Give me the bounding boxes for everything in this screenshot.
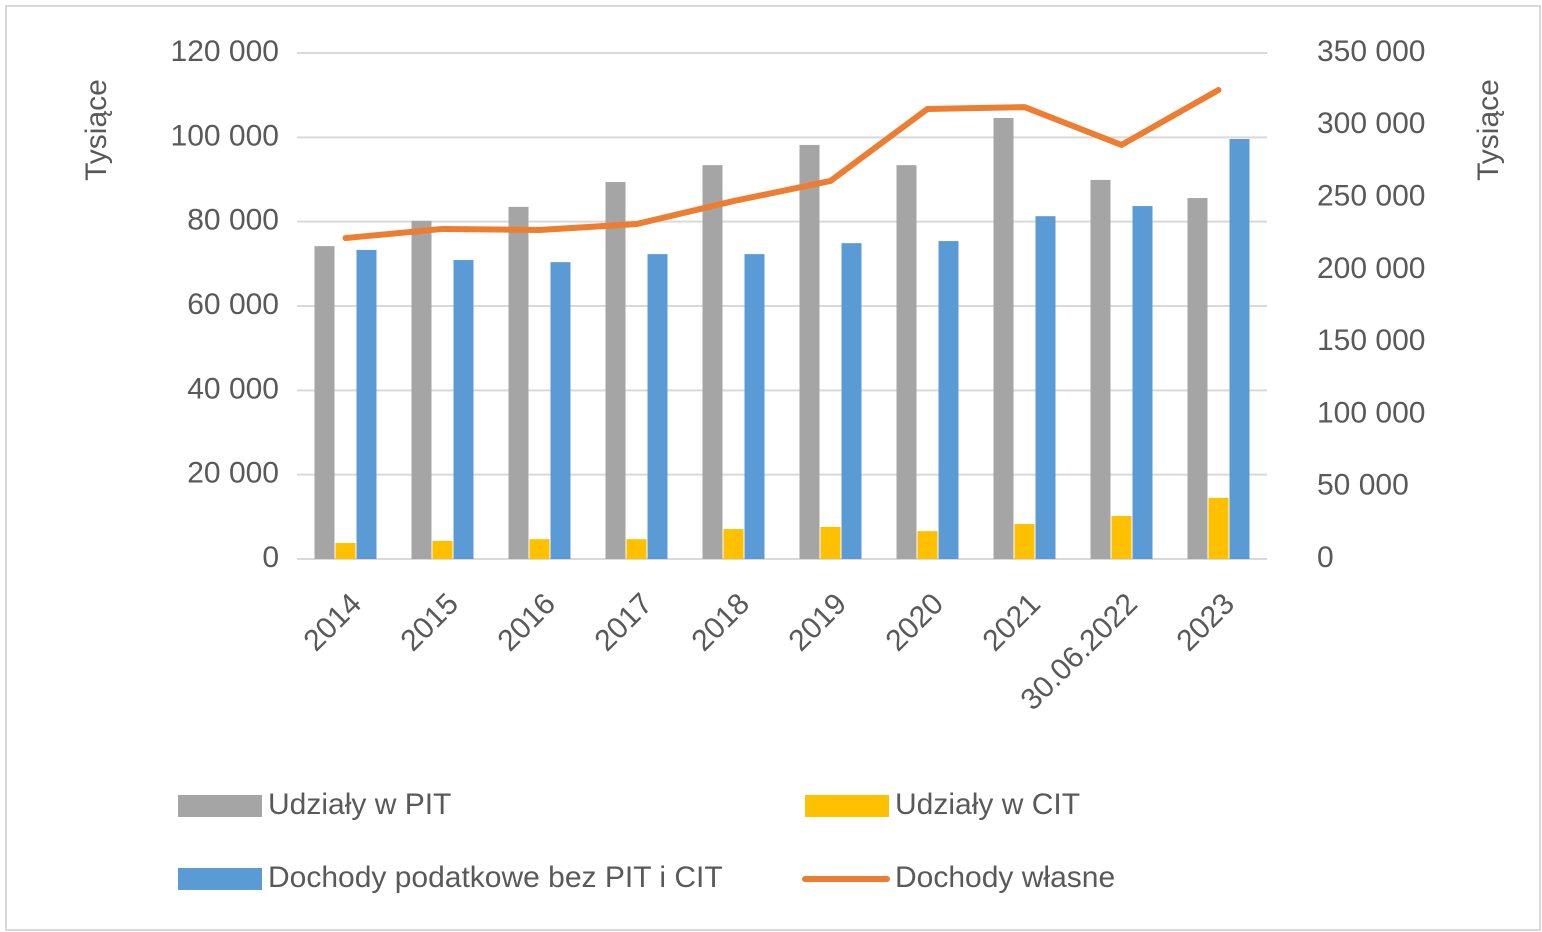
bar bbox=[820, 526, 841, 559]
bar bbox=[605, 182, 626, 559]
bar bbox=[744, 254, 765, 559]
bar bbox=[1014, 524, 1035, 559]
bar bbox=[1035, 216, 1056, 559]
y-tick-label: 0 bbox=[262, 541, 279, 574]
chart-frame bbox=[5, 5, 1541, 931]
bar bbox=[356, 249, 377, 559]
y2-tick-label: 0 bbox=[1317, 541, 1334, 574]
bar bbox=[453, 260, 474, 559]
bar bbox=[432, 540, 453, 559]
bar bbox=[411, 220, 432, 559]
legend-swatch bbox=[178, 868, 262, 890]
bar bbox=[993, 117, 1014, 559]
legend-label: Dochody własne bbox=[895, 861, 1115, 894]
line bbox=[342, 87, 1222, 242]
bar bbox=[529, 539, 550, 559]
y-tick-label: 40 000 bbox=[187, 372, 279, 405]
y2-tick-label: 300 000 bbox=[1317, 107, 1425, 140]
y2-axis-title: Tysiące bbox=[1472, 79, 1505, 181]
legend-label: Dochody podatkowe bez PIT i CIT bbox=[268, 861, 723, 894]
bar bbox=[1208, 497, 1229, 559]
legend-swatch bbox=[805, 795, 889, 817]
bar bbox=[1132, 206, 1153, 559]
bar bbox=[550, 262, 571, 559]
bar bbox=[1229, 139, 1250, 559]
bar bbox=[917, 531, 938, 559]
legend-swatch bbox=[178, 795, 262, 817]
bar bbox=[896, 165, 917, 559]
bar bbox=[799, 144, 820, 559]
y2-tick-label: 200 000 bbox=[1317, 252, 1425, 285]
bar bbox=[314, 246, 335, 559]
bar bbox=[702, 165, 723, 559]
y2-tick-label: 100 000 bbox=[1317, 396, 1425, 429]
bar bbox=[647, 254, 668, 559]
bar bbox=[335, 542, 356, 559]
bar bbox=[1111, 515, 1132, 559]
bar bbox=[1187, 198, 1208, 559]
bar bbox=[626, 539, 647, 559]
y-tick-label: 120 000 bbox=[171, 35, 279, 68]
y2-tick-label: 50 000 bbox=[1317, 469, 1409, 502]
y-tick-label: 60 000 bbox=[187, 288, 279, 321]
bar bbox=[938, 241, 959, 559]
y-tick-label: 100 000 bbox=[171, 119, 279, 152]
y2-tick-label: 350 000 bbox=[1317, 35, 1425, 68]
legend-label: Udziały w PIT bbox=[268, 788, 451, 821]
y-tick-label: 20 000 bbox=[187, 457, 279, 490]
bar bbox=[508, 206, 529, 560]
y-axis-title: Tysiące bbox=[80, 79, 113, 181]
y2-tick-label: 250 000 bbox=[1317, 179, 1425, 212]
bar bbox=[1090, 179, 1111, 559]
y-tick-label: 80 000 bbox=[187, 204, 279, 237]
y2-tick-label: 150 000 bbox=[1317, 324, 1425, 357]
legend-label: Udziały w CIT bbox=[895, 788, 1080, 821]
bar bbox=[723, 529, 744, 559]
bar bbox=[841, 243, 862, 559]
